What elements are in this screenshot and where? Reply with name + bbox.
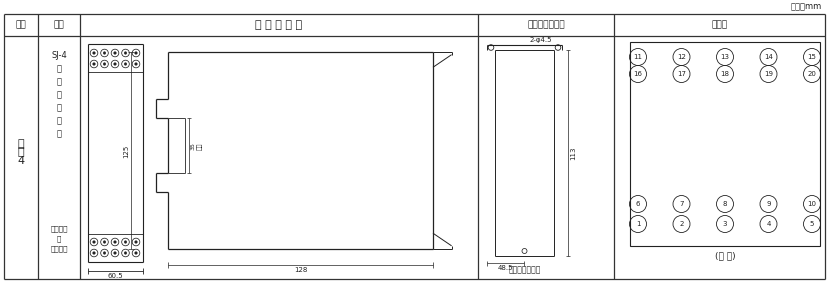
- Circle shape: [124, 241, 127, 243]
- Text: 10: 10: [806, 201, 816, 207]
- Text: 125: 125: [123, 145, 128, 158]
- Text: 7: 7: [678, 201, 683, 207]
- Bar: [629, 42, 819, 246]
- Circle shape: [93, 52, 95, 54]
- Text: 端子图: 端子图: [710, 20, 727, 30]
- Text: 4: 4: [17, 156, 25, 166]
- Text: 13: 13: [720, 54, 729, 60]
- Circle shape: [113, 252, 116, 254]
- Circle shape: [134, 63, 137, 65]
- Text: 结构: 结构: [54, 20, 65, 30]
- Circle shape: [93, 252, 95, 254]
- Circle shape: [134, 52, 137, 54]
- Text: 图号: 图号: [16, 20, 26, 30]
- Text: 4: 4: [765, 221, 770, 227]
- Text: (正 视): (正 视): [714, 252, 734, 260]
- Text: 3: 3: [722, 221, 726, 227]
- Text: 20: 20: [806, 71, 816, 77]
- Text: 15: 15: [806, 54, 816, 60]
- Circle shape: [124, 52, 127, 54]
- Circle shape: [103, 52, 106, 54]
- Text: 2: 2: [678, 221, 683, 227]
- Circle shape: [93, 63, 95, 65]
- Text: 128: 128: [293, 267, 307, 273]
- Text: 凸: 凸: [56, 64, 61, 74]
- Circle shape: [113, 63, 116, 65]
- Text: 35: 35: [190, 142, 195, 150]
- Text: 线: 线: [56, 130, 61, 139]
- Text: 1: 1: [635, 221, 639, 227]
- Text: 螺钉安装开孔图: 螺钉安装开孔图: [508, 266, 540, 275]
- Circle shape: [113, 52, 116, 54]
- Text: 60.5: 60.5: [108, 273, 123, 279]
- Text: 图: 图: [17, 147, 24, 158]
- Circle shape: [103, 252, 106, 254]
- Text: 6: 6: [635, 201, 639, 207]
- Circle shape: [103, 241, 106, 243]
- Text: 2-φ4.5: 2-φ4.5: [529, 37, 551, 43]
- Text: 19: 19: [763, 71, 772, 77]
- Text: 48.5: 48.5: [498, 265, 513, 271]
- Circle shape: [93, 241, 95, 243]
- Text: 出: 出: [56, 78, 61, 87]
- Text: 前: 前: [56, 103, 61, 112]
- Text: SJ-4: SJ-4: [51, 51, 67, 60]
- Text: 17: 17: [676, 71, 686, 77]
- Text: 16: 16: [633, 71, 642, 77]
- Text: 卡轨安装: 卡轨安装: [51, 226, 68, 232]
- Text: 单位：mm: 单位：mm: [790, 3, 821, 11]
- Circle shape: [113, 241, 116, 243]
- Text: 18: 18: [720, 71, 729, 77]
- Text: 外 形 尺 弸 图: 外 形 尺 弸 图: [255, 20, 302, 30]
- Text: 安装开孔尺常图: 安装开孔尺常图: [527, 20, 564, 30]
- Text: 8: 8: [722, 201, 726, 207]
- Text: 5: 5: [809, 221, 813, 227]
- Circle shape: [134, 241, 137, 243]
- Text: 9: 9: [765, 201, 770, 207]
- Text: 11: 11: [633, 54, 642, 60]
- Text: 卡槽: 卡槽: [196, 143, 202, 150]
- Circle shape: [124, 63, 127, 65]
- Circle shape: [124, 252, 127, 254]
- Text: 12: 12: [676, 54, 685, 60]
- Text: 接: 接: [56, 116, 61, 126]
- Text: 式: 式: [56, 91, 61, 99]
- Circle shape: [134, 252, 137, 254]
- Text: 螺钉安装: 螺钉安装: [51, 246, 68, 252]
- Text: 附: 附: [17, 139, 24, 149]
- Text: 113: 113: [570, 146, 575, 160]
- Circle shape: [103, 63, 106, 65]
- Text: 或: 或: [57, 236, 61, 242]
- Text: 14: 14: [763, 54, 772, 60]
